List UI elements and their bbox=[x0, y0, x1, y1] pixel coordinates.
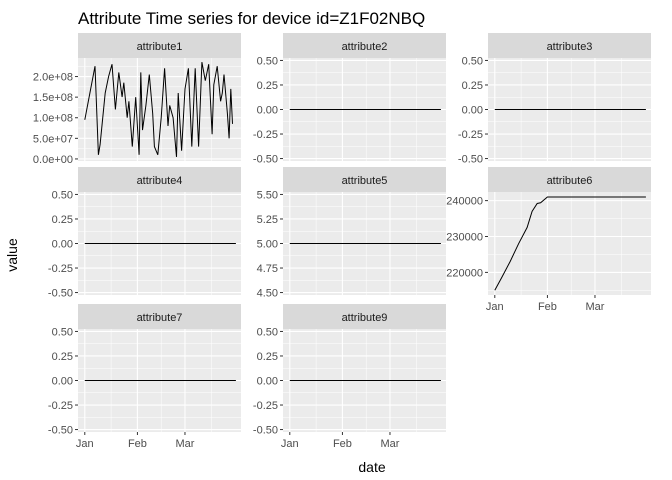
x-tick-label: Mar bbox=[175, 438, 194, 450]
y-tick-label: 0.25 bbox=[52, 351, 73, 363]
y-tick-label: 2.0e+08 bbox=[33, 72, 73, 84]
y-tick-label: 1.5e+08 bbox=[33, 92, 73, 104]
y-tick-label: 0.50 bbox=[257, 326, 278, 338]
facet-strip-label: attribute5 bbox=[342, 175, 388, 187]
x-tick-label: Mar bbox=[380, 438, 399, 450]
y-tick-label: -0.25 bbox=[48, 263, 73, 275]
panel-background bbox=[488, 192, 651, 295]
x-tick-label: Mar bbox=[585, 301, 604, 313]
y-tick-label: 5.50 bbox=[257, 189, 278, 201]
chart-title: Attribute Time series for device id=Z1F0… bbox=[78, 9, 425, 28]
y-tick-label: 0.50 bbox=[257, 55, 278, 67]
y-tick-label: 4.50 bbox=[257, 288, 278, 300]
facet-strip-label: attribute6 bbox=[547, 175, 593, 187]
panel-background bbox=[78, 58, 241, 161]
x-tick-label: Feb bbox=[333, 438, 352, 450]
y-tick-label: 0.50 bbox=[52, 189, 73, 201]
facet-strip-label: attribute7 bbox=[137, 312, 183, 324]
facet-panel-attribute7: attribute7 -0.50 -0.25 0.00 0.25 0.50 Jan Feb Ma… bbox=[48, 304, 241, 450]
facet-strip bbox=[283, 304, 446, 329]
y-tick-label: 230000 bbox=[446, 232, 483, 244]
facet-strip-label: attribute2 bbox=[342, 41, 388, 53]
y-tick-label: -0.50 bbox=[48, 288, 73, 300]
y-tick-label: 1.0e+08 bbox=[33, 113, 73, 125]
facet-panel-attribute2: attribute2 -0.50 -0.25 0.00 0.25 0.50 bbox=[253, 33, 446, 166]
y-tick-label: 0.25 bbox=[257, 351, 278, 363]
facet-strip bbox=[78, 167, 241, 192]
x-tick-label: Jan bbox=[76, 438, 94, 450]
facet-strip bbox=[488, 167, 651, 192]
y-tick-label: -0.50 bbox=[48, 425, 73, 437]
y-tick-label: 5.00 bbox=[257, 239, 278, 251]
y-tick-label: 0.00 bbox=[257, 376, 278, 388]
y-tick-label: -0.50 bbox=[253, 154, 278, 166]
y-tick-label: 0.00 bbox=[52, 376, 73, 388]
y-tick-label: -0.50 bbox=[458, 154, 483, 166]
x-tick-label: Jan bbox=[486, 301, 504, 313]
x-axis-label: date bbox=[358, 459, 385, 475]
y-tick-label: -0.25 bbox=[253, 129, 278, 141]
facet-panel-attribute4: attribute4 -0.50 -0.25 0.00 0.25 0.50 bbox=[48, 167, 241, 300]
y-tick-label: 5.25 bbox=[257, 214, 278, 226]
y-tick-label: 0.0e+00 bbox=[33, 154, 73, 166]
y-tick-label: 0.50 bbox=[52, 326, 73, 338]
x-tick-label: Feb bbox=[538, 301, 557, 313]
x-tick-label: Feb bbox=[128, 438, 147, 450]
y-tick-label: 220000 bbox=[446, 267, 483, 279]
facet-panel-attribute9: attribute9 -0.50 -0.25 0.00 0.25 0.50 Jan Feb Ma… bbox=[253, 304, 446, 450]
series-line-attribute6 bbox=[494, 196, 646, 291]
facet-panel-attribute1: attribute1 0.0e+00 5.0e+07 1.0e+08 1.5e+08 2.… bbox=[33, 33, 241, 166]
facet-strip-label: attribute3 bbox=[547, 41, 593, 53]
y-tick-label: 0.25 bbox=[52, 214, 73, 226]
y-tick-label: -0.25 bbox=[458, 129, 483, 141]
y-tick-label: 0.00 bbox=[52, 239, 73, 251]
facet-strip bbox=[78, 304, 241, 329]
facet-panel-attribute6: attribute6 220000 230000 240000 Jan Feb Mar bbox=[446, 167, 651, 313]
facet-strip bbox=[488, 33, 651, 58]
y-tick-label: 0.00 bbox=[462, 105, 483, 117]
facet-strip bbox=[78, 33, 241, 58]
facet-panel-attribute5: attribute5 4.50 4.75 5.00 5.25 5.50 bbox=[257, 167, 446, 300]
y-axis-label: value bbox=[4, 238, 20, 272]
y-tick-label: 5.0e+07 bbox=[33, 133, 73, 145]
facet-strip-label: attribute9 bbox=[342, 312, 388, 324]
y-tick-label: 240000 bbox=[446, 196, 483, 208]
y-tick-label: 4.75 bbox=[257, 263, 278, 275]
y-tick-label: -0.50 bbox=[253, 425, 278, 437]
facet-strip-label: attribute1 bbox=[137, 41, 183, 53]
y-tick-label: 0.25 bbox=[462, 80, 483, 92]
y-tick-label: -0.25 bbox=[253, 400, 278, 412]
x-tick-label: Jan bbox=[281, 438, 299, 450]
y-tick-label: 0.25 bbox=[257, 80, 278, 92]
facet-panel-attribute3: attribute3 -0.50 -0.25 0.00 0.25 0.50 bbox=[458, 33, 651, 166]
y-tick-label: -0.25 bbox=[48, 400, 73, 412]
facet-strip bbox=[283, 167, 446, 192]
y-tick-label: 0.50 bbox=[462, 55, 483, 67]
facet-panels: attribute1 0.0e+00 5.0e+07 1.0e+08 1.5e+08 2.… bbox=[33, 33, 651, 450]
facet-strip-label: attribute4 bbox=[137, 175, 183, 187]
series-line-attribute1 bbox=[84, 62, 233, 157]
y-tick-label: 0.00 bbox=[257, 105, 278, 117]
facet-strip bbox=[283, 33, 446, 58]
